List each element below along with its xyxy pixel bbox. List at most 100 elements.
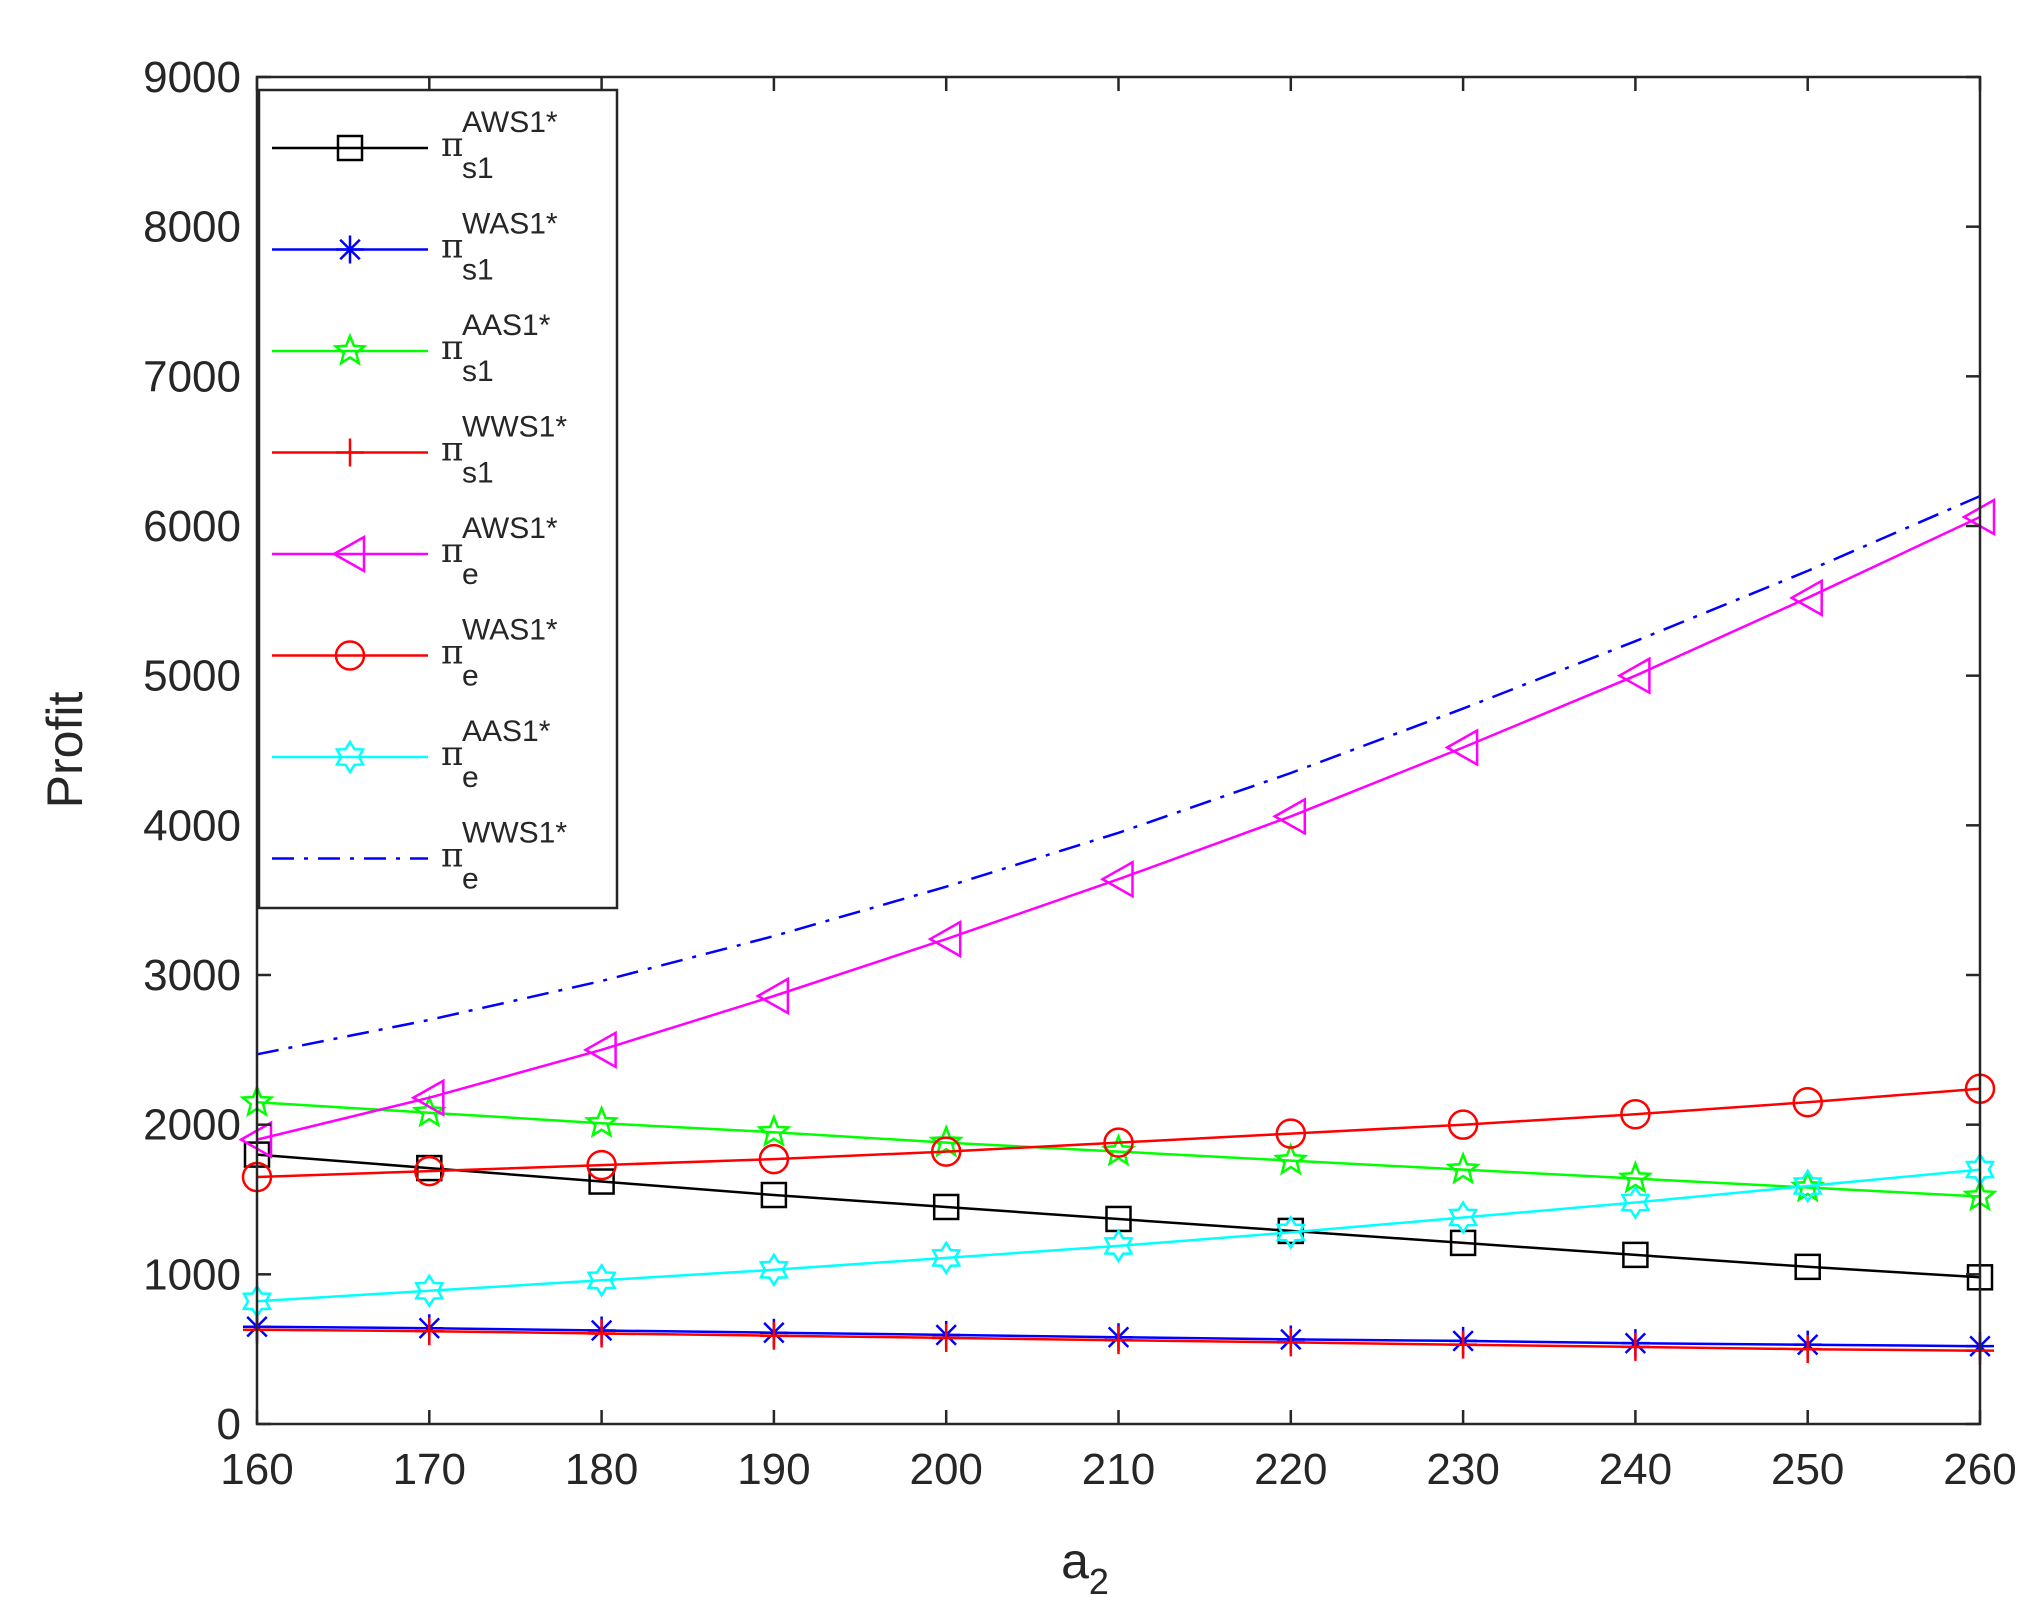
data-point [1103, 1228, 1134, 1264]
data-point [1621, 1332, 1650, 1361]
legend-marker [336, 438, 364, 467]
y-tick-label: 7000 [143, 352, 241, 401]
legend-marker [336, 134, 364, 162]
data-point [411, 1094, 447, 1128]
data-point [1620, 1185, 1651, 1220]
x-axis-title-main: a [1061, 1533, 1089, 1589]
data-point [414, 1273, 445, 1309]
data-point [755, 976, 790, 1016]
x-tick-label: 180 [565, 1445, 638, 1494]
x-tick-label: 160 [220, 1445, 293, 1494]
legend-subscript: e [462, 660, 479, 693]
legend-superscript: AAS1* [462, 715, 551, 748]
legend-marker [334, 640, 366, 671]
legend-symbol: π [441, 328, 463, 368]
data-point [583, 1030, 617, 1069]
series-line [256, 1168, 1981, 1303]
data-point [586, 1262, 617, 1298]
data-point [414, 1155, 445, 1187]
data-point [760, 1181, 788, 1209]
legend-subscript: s1 [462, 152, 494, 185]
data-point [410, 1078, 445, 1117]
legend-marker [336, 235, 364, 264]
legend-superscript: WWS1* [462, 817, 567, 850]
data-point [1444, 728, 1479, 767]
data-point [1275, 1215, 1306, 1250]
series-6 [241, 1152, 1996, 1319]
data-point [586, 1149, 617, 1181]
series-line [256, 1087, 1981, 1179]
plot-frame [255, 75, 1982, 1426]
series-line [256, 1100, 1981, 1198]
legend-superscript: WAS1* [462, 208, 558, 241]
data-point [1792, 1086, 1823, 1118]
x-tick-label: 170 [393, 1445, 466, 1494]
data-point [928, 1124, 964, 1158]
data-point [1793, 1335, 1822, 1364]
data-point [415, 1317, 444, 1346]
y-tick-label: 2000 [143, 1101, 241, 1150]
legend-subscript: s1 [462, 254, 494, 287]
y-tick-label: 9000 [143, 53, 241, 102]
data-point [1789, 578, 1823, 617]
data-point [1616, 656, 1651, 695]
y-tick-label: 8000 [143, 203, 241, 252]
legend-subscript: s1 [462, 355, 494, 388]
data-point [1449, 1330, 1478, 1359]
data-point [1617, 1160, 1653, 1194]
legend-subscript: e [462, 558, 479, 591]
data-point [1447, 1109, 1479, 1140]
y-tick-label: 0 [217, 1400, 241, 1449]
legend-subscript: s1 [462, 457, 494, 490]
data-point [1273, 1142, 1309, 1176]
legend-subscript: e [462, 761, 479, 794]
x-axis-title: a2 [1061, 1533, 1109, 1602]
data-point [1622, 1241, 1649, 1269]
x-axis-title-subscript: 2 [1089, 1561, 1109, 1602]
legend-symbol: π [441, 125, 463, 165]
data-point [1276, 1328, 1305, 1357]
series-line [256, 494, 1981, 1056]
data-point [1104, 1326, 1133, 1355]
legend-subscript: e [462, 863, 479, 896]
data-point [930, 1136, 962, 1167]
data-point [1445, 1151, 1481, 1185]
legend-symbol: π [441, 531, 463, 571]
legend-symbol: π [441, 430, 463, 470]
data-point [1103, 1127, 1134, 1158]
legend-superscript: AAS1* [462, 309, 551, 342]
legend-superscript: WAS1* [462, 614, 558, 647]
y-tick-label: 6000 [143, 502, 241, 551]
data-point [1272, 797, 1307, 836]
series-7 [256, 494, 1981, 1056]
y-tick-label: 1000 [143, 1250, 241, 1299]
x-tick-label: 210 [1082, 1445, 1155, 1494]
data-point [588, 1168, 615, 1195]
data-point [931, 1240, 962, 1276]
y-tick-label: 4000 [143, 801, 241, 850]
data-point [1099, 860, 1134, 899]
legend-symbol: π [441, 227, 463, 267]
series-0 [243, 1141, 1994, 1291]
axes-layer: 160 170 180 190 200 210 220 230 240 250 260 0 1000 20… [143, 53, 2017, 1494]
data-point [1100, 1133, 1137, 1167]
data-point [1620, 1098, 1651, 1130]
data-point [927, 919, 962, 959]
legend-superscript: AWS1* [462, 512, 558, 545]
data-point [1448, 1200, 1479, 1235]
data-point [1794, 1253, 1821, 1281]
legend-symbol: π [441, 836, 463, 876]
x-tick-label: 260 [1943, 1445, 2016, 1494]
y-tick-label: 5000 [143, 652, 241, 701]
series-line [256, 1153, 1981, 1279]
legend-marker [334, 739, 366, 775]
x-tick-label: 240 [1599, 1445, 1672, 1494]
data-point [1275, 1118, 1307, 1149]
data-point [932, 1323, 961, 1352]
legend-marker [332, 332, 368, 366]
